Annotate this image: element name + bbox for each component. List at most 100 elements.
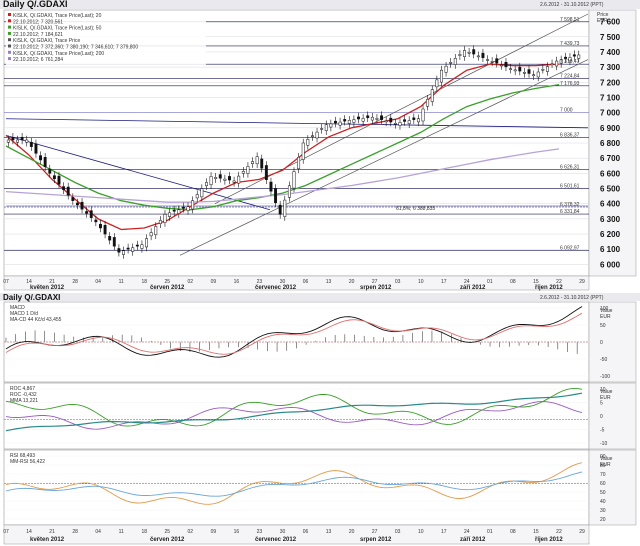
price-candle: [380, 115, 384, 120]
indicator-legend: MACD 1 D/d: [10, 311, 38, 317]
indicator-tick-label: 10: [600, 387, 606, 393]
price-candle: [301, 142, 305, 160]
price-candle: [430, 89, 434, 102]
indicator-tick-label: 80: [600, 463, 606, 469]
day-tick-label: 28: [72, 529, 78, 535]
price-candle: [57, 175, 61, 185]
rsi-ma-line: [5, 471, 583, 497]
price-candle: [269, 181, 273, 192]
price-tick-label: 6 600: [600, 169, 621, 178]
indicator-tick-label: 0: [600, 414, 603, 420]
price-candle: [112, 237, 116, 247]
lower-title: Daily Q/.GDAXI: [3, 293, 60, 302]
price-candle: [324, 124, 328, 131]
price-candle: [255, 156, 259, 165]
month-label: květen 2012: [30, 285, 65, 291]
day-tick-label: 07: [3, 529, 9, 535]
price-candle: [218, 174, 222, 179]
indicator-tick-label: -50: [600, 357, 607, 363]
price-candle: [568, 57, 572, 62]
price-candle: [228, 176, 231, 181]
indicator-tick-label: -10: [600, 441, 607, 447]
price-candle: [564, 56, 568, 59]
price-candle: [407, 120, 411, 124]
price-candle: [172, 209, 176, 212]
indicator-tick-label: 60: [600, 481, 606, 487]
price-candle: [43, 157, 47, 167]
price-candle: [370, 116, 374, 121]
level-label: 6 836,37: [560, 132, 580, 138]
price-candle: [444, 65, 448, 73]
indicator-legend: RSI 68,493: [10, 453, 35, 459]
day-tick-label: 08: [510, 279, 516, 285]
price-candle: [440, 69, 443, 83]
price-candle: [186, 206, 190, 211]
price-candle: [504, 62, 508, 68]
price-tick-label: 7 200: [600, 78, 621, 87]
price-candle: [274, 188, 278, 204]
price-candle: [481, 52, 485, 58]
indicator-tick-label: 30: [600, 508, 606, 514]
rsi-line: [5, 462, 583, 505]
price-x-axis: [3, 275, 590, 291]
legend-swatch: [8, 13, 11, 16]
price-axis-area: [588, 9, 637, 277]
month-label: červenec 2012: [255, 537, 297, 543]
price-candle: [306, 139, 310, 146]
indicator-legend: ROC -0,432: [10, 392, 37, 398]
roc-ma-line: [5, 401, 583, 430]
macd-axis-unit: EUR: [600, 314, 611, 320]
indicator-tick-label: 0: [600, 340, 603, 346]
indicator-legend: MMA 13,221: [10, 398, 38, 404]
legend-swatch: [8, 57, 11, 61]
level-label: 6 092,97: [560, 245, 580, 251]
price-candle: [366, 115, 370, 119]
day-tick-label: 03: [395, 279, 401, 285]
indicator-legend: ROC 4,867: [10, 386, 35, 392]
day-tick-label: 04: [95, 279, 101, 285]
macd-axis-label: Value: [600, 308, 613, 314]
day-tick-label: 07: [3, 279, 9, 285]
day-tick-label: 27: [372, 279, 378, 285]
price-candle: [347, 119, 351, 124]
level-label: 7 598,51: [560, 17, 580, 23]
price-candle: [449, 62, 453, 64]
indicator-legend: MACD: [10, 305, 25, 311]
day-tick-label: 27: [372, 529, 378, 535]
price-candle: [550, 63, 554, 66]
ma20-line: [5, 63, 560, 231]
price-candle: [34, 143, 38, 154]
price-tick-label: 7 600: [600, 18, 621, 27]
day-tick-label: 16: [234, 279, 240, 285]
price-candle: [472, 49, 476, 55]
price-candle: [62, 186, 66, 190]
price-candle: [25, 139, 29, 143]
day-tick-label: 20: [349, 279, 355, 285]
price-candle: [572, 54, 576, 57]
price-candle: [412, 117, 416, 120]
price-candle: [163, 214, 167, 223]
price-candle: [140, 244, 144, 249]
legend-swatch: [8, 31, 11, 35]
price-candle: [476, 55, 480, 58]
legend-swatch: [8, 38, 11, 42]
day-tick-label: 03: [395, 529, 401, 535]
month-label: září 2012: [460, 285, 486, 291]
month-label: květen 2012: [30, 537, 65, 543]
price-candle: [559, 59, 563, 64]
day-tick-label: 10: [418, 279, 424, 285]
price-candle: [246, 166, 250, 174]
rsi-axis-label: Value: [600, 456, 613, 462]
chart-title: Daily Q/.GDAXI: [3, 0, 68, 9]
roc-line: [5, 387, 583, 427]
price-candle: [75, 202, 79, 206]
day-tick-label: 24: [464, 279, 470, 285]
price-candle: [232, 180, 236, 183]
price-tick-label: 6 200: [600, 230, 621, 239]
price-candle: [375, 118, 379, 120]
day-tick-label: 01: [487, 279, 493, 285]
day-tick-label: 02: [188, 529, 194, 535]
month-label: srpen 2012: [360, 285, 392, 291]
